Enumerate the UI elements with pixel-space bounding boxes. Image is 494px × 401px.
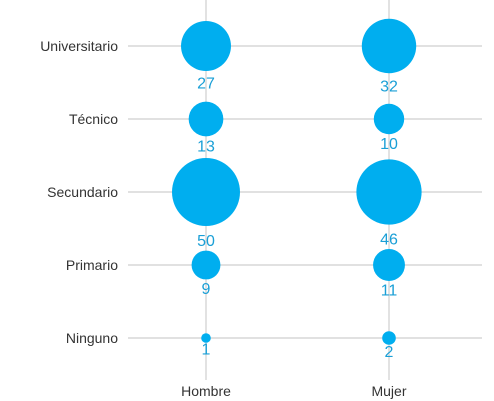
- bubble-mujer-tecnico: [373, 103, 405, 135]
- y-tick-label-ninguno: Ninguno: [66, 330, 118, 346]
- value-label-hombre-universitario: 27: [197, 75, 215, 92]
- bubble-mujer-universitario: [361, 18, 417, 74]
- y-axis-tick-labels: Universitario Técnico Secundario Primario Ni…: [40, 38, 118, 346]
- value-label-mujer-tecnico: 10: [380, 136, 398, 153]
- x-tick-label-mujer: Mujer: [371, 383, 406, 399]
- bubble-hombre-ninguno: [201, 333, 211, 343]
- bubble-hombre-universitario: [181, 21, 231, 71]
- bubble-value-labels: 27 13 50 9 1 32 10 46 11 2: [197, 75, 398, 360]
- bubble-mujer-secundario: [356, 159, 422, 225]
- value-label-hombre-tecnico: 13: [197, 139, 215, 156]
- value-label-mujer-secundario: 46: [380, 231, 398, 248]
- x-tick-label-hombre: Hombre: [181, 383, 231, 399]
- bubble-mujer-primario: [373, 249, 405, 281]
- y-tick-label-universitario: Universitario: [40, 38, 118, 54]
- bubble-mujer-ninguno: [382, 331, 396, 345]
- y-tick-label-tecnico: Técnico: [69, 111, 118, 127]
- value-label-hombre-primario: 9: [202, 281, 211, 298]
- bubble-hombre-tecnico: [188, 101, 224, 137]
- value-label-mujer-ninguno: 2: [385, 344, 394, 361]
- value-label-mujer-universitario: 32: [380, 78, 398, 95]
- y-tick-label-primario: Primario: [66, 257, 118, 273]
- y-tick-label-secundario: Secundario: [47, 184, 118, 200]
- value-label-hombre-secundario: 50: [197, 233, 215, 250]
- bubbles: [172, 18, 422, 345]
- bubble-hombre-primario: [191, 250, 221, 280]
- x-axis-tick-labels: Hombre Mujer: [181, 383, 407, 399]
- bubble-hombre-secundario: [172, 158, 240, 226]
- value-label-hombre-ninguno: 1: [202, 341, 211, 358]
- value-label-mujer-primario: 11: [381, 283, 398, 300]
